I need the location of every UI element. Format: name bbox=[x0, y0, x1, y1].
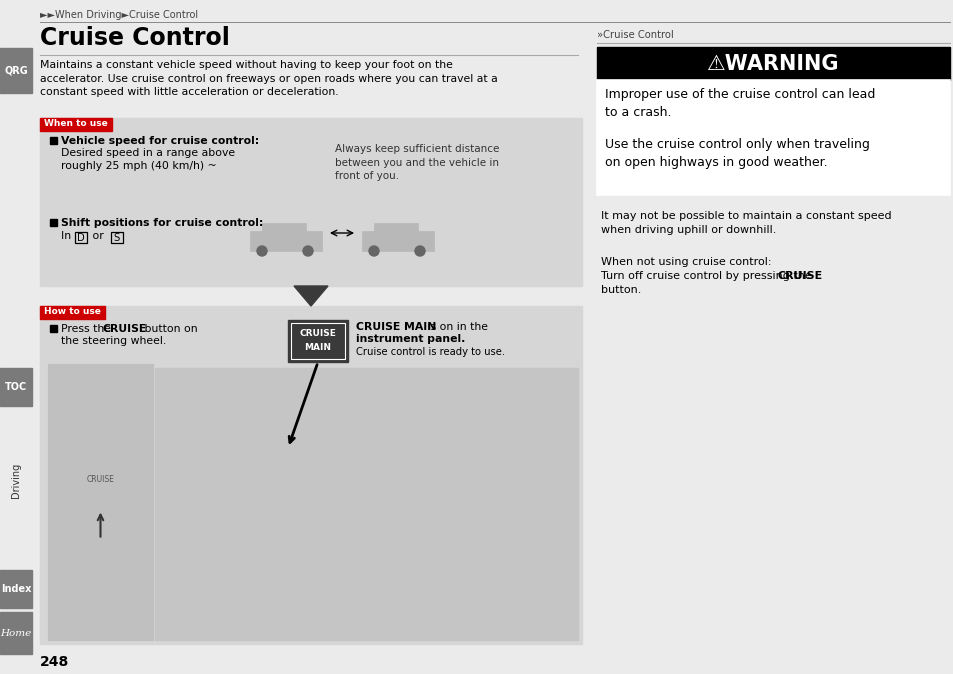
Text: In: In bbox=[61, 231, 74, 241]
Bar bbox=[0, 48, 32, 93]
Bar bbox=[50, 219, 57, 226]
Bar bbox=[288, 320, 348, 362]
Bar bbox=[40, 306, 105, 319]
Bar bbox=[48, 364, 152, 640]
Text: How to use: How to use bbox=[44, 307, 101, 317]
Text: CRUISE: CRUISE bbox=[299, 330, 336, 338]
Text: Driving: Driving bbox=[11, 462, 21, 497]
Text: Maintains a constant vehicle speed without having to keep your foot on the
accel: Maintains a constant vehicle speed witho… bbox=[40, 60, 497, 97]
Text: When not using cruise control:: When not using cruise control: bbox=[600, 257, 771, 267]
Bar bbox=[111, 232, 123, 243]
Bar bbox=[0, 612, 32, 654]
Text: Turn off cruise control by pressing the: Turn off cruise control by pressing the bbox=[600, 271, 815, 281]
Bar bbox=[262, 223, 306, 241]
Text: Use the cruise control only when traveling
on open highways in good weather.: Use the cruise control only when traveli… bbox=[604, 138, 869, 169]
Text: Desired speed in a range above
roughly 25 mph (40 km/h) ~: Desired speed in a range above roughly 2… bbox=[61, 148, 234, 171]
Bar bbox=[250, 231, 322, 251]
Bar bbox=[597, 80, 949, 195]
Bar bbox=[40, 306, 581, 644]
Text: TOC: TOC bbox=[5, 382, 27, 392]
Text: MAIN: MAIN bbox=[304, 344, 331, 353]
Circle shape bbox=[256, 246, 267, 256]
Text: CRUISE MAIN: CRUISE MAIN bbox=[355, 322, 436, 332]
Polygon shape bbox=[294, 286, 328, 306]
Text: When to use: When to use bbox=[44, 119, 108, 129]
Text: »Cruise Control: »Cruise Control bbox=[597, 30, 673, 40]
Bar bbox=[40, 118, 112, 131]
Text: Shift positions for cruise control:: Shift positions for cruise control: bbox=[61, 218, 263, 228]
Text: or: or bbox=[89, 231, 107, 241]
Text: CRUISE: CRUISE bbox=[103, 324, 147, 334]
Bar bbox=[361, 231, 434, 251]
Text: ►►When Driving►Cruise Control: ►►When Driving►Cruise Control bbox=[40, 10, 198, 20]
Text: CRUISE: CRUISE bbox=[778, 271, 822, 281]
Text: button on: button on bbox=[141, 324, 197, 334]
Text: It may not be possible to maintain a constant speed
when driving uphill or downh: It may not be possible to maintain a con… bbox=[600, 211, 891, 235]
Text: Cruise control is ready to use.: Cruise control is ready to use. bbox=[355, 347, 504, 357]
Text: CRUISE: CRUISE bbox=[87, 475, 114, 485]
Text: Vehicle speed for cruise control:: Vehicle speed for cruise control: bbox=[61, 136, 259, 146]
Text: QRG: QRG bbox=[4, 65, 28, 75]
Text: S: S bbox=[113, 233, 120, 243]
Bar bbox=[50, 137, 57, 144]
Text: instrument panel.: instrument panel. bbox=[355, 334, 465, 344]
Text: Always keep sufficient distance
between you and the vehicle in
front of you.: Always keep sufficient distance between … bbox=[335, 144, 498, 181]
Bar bbox=[374, 223, 417, 241]
Text: 248: 248 bbox=[40, 655, 70, 669]
Bar bbox=[0, 570, 32, 608]
Text: is on in the: is on in the bbox=[423, 322, 488, 332]
Text: Cruise Control: Cruise Control bbox=[40, 26, 230, 50]
Circle shape bbox=[369, 246, 378, 256]
Text: the steering wheel.: the steering wheel. bbox=[61, 336, 166, 346]
Bar bbox=[75, 232, 87, 243]
Text: button.: button. bbox=[600, 285, 640, 295]
Text: ⚠WARNING: ⚠WARNING bbox=[706, 53, 839, 73]
Bar bbox=[597, 47, 949, 80]
Circle shape bbox=[303, 246, 313, 256]
Text: Index: Index bbox=[1, 584, 31, 594]
Text: Home: Home bbox=[0, 628, 31, 638]
Circle shape bbox=[415, 246, 424, 256]
Text: Improper use of the cruise control can lead
to a crash.: Improper use of the cruise control can l… bbox=[604, 88, 875, 119]
Text: Press the: Press the bbox=[61, 324, 114, 334]
Bar bbox=[291, 323, 345, 359]
Bar bbox=[0, 368, 32, 406]
Bar bbox=[40, 118, 581, 286]
Bar bbox=[154, 368, 578, 640]
Text: D: D bbox=[77, 233, 85, 243]
Bar bbox=[50, 325, 57, 332]
